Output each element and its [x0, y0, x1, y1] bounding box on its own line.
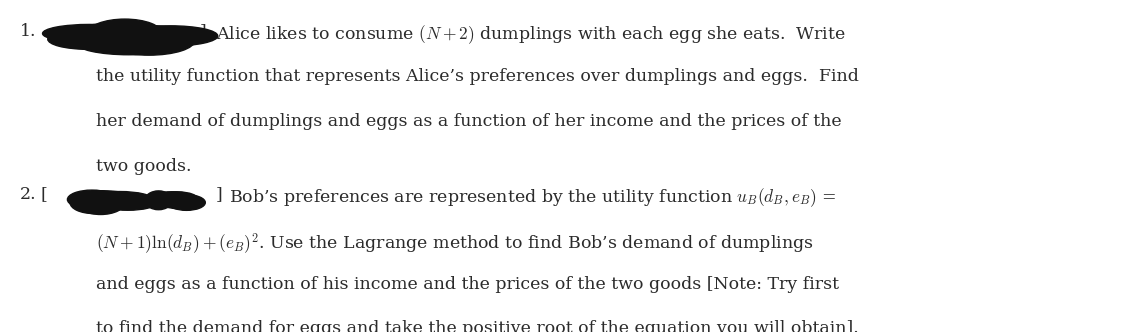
Ellipse shape — [167, 195, 206, 210]
Text: and eggs as a function of his income and the prices of the two goods [Note: Try : and eggs as a function of his income and… — [96, 276, 839, 292]
Text: 1.: 1. — [20, 23, 37, 40]
Text: Alice likes to consume $(N + 2)$ dumplings with each egg she eats.  Write: Alice likes to consume $(N + 2)$ dumplin… — [216, 23, 845, 46]
Ellipse shape — [73, 191, 136, 206]
Text: ]: ] — [216, 186, 223, 203]
Text: ]: ] — [200, 23, 207, 40]
Ellipse shape — [43, 25, 136, 42]
Text: Bob’s preferences are represented by the utility function $u_B(d_B, e_B)$ =: Bob’s preferences are represented by the… — [229, 186, 836, 208]
Text: $(N+1)\ln(d_B) + (e_B)^2$. Use the Lagrange method to find Bob’s demand of dumpl: $(N+1)\ln(d_B) + (e_B)^2$. Use the Lagra… — [96, 231, 813, 256]
Ellipse shape — [146, 193, 178, 205]
Ellipse shape — [145, 191, 172, 210]
Text: the utility function that represents Alice’s preferences over dumplings and eggs: the utility function that represents Ali… — [96, 68, 859, 85]
Ellipse shape — [123, 26, 218, 46]
Text: to find the demand for eggs and take the positive root of the equation you will : to find the demand for eggs and take the… — [96, 320, 859, 332]
Ellipse shape — [49, 28, 160, 50]
Ellipse shape — [87, 192, 153, 208]
Ellipse shape — [103, 26, 194, 55]
Ellipse shape — [88, 19, 162, 48]
Text: two goods.: two goods. — [96, 158, 191, 175]
Ellipse shape — [70, 192, 117, 213]
Text: 2.: 2. — [20, 186, 37, 203]
Ellipse shape — [149, 192, 194, 206]
Ellipse shape — [65, 24, 147, 46]
Text: [: [ — [40, 186, 47, 203]
Ellipse shape — [156, 192, 199, 208]
Ellipse shape — [47, 29, 126, 49]
Ellipse shape — [100, 196, 156, 210]
Text: her demand of dumplings and eggs as a function of her income and the prices of t: her demand of dumplings and eggs as a fu… — [96, 113, 841, 130]
Ellipse shape — [76, 31, 181, 55]
Ellipse shape — [76, 191, 125, 214]
Ellipse shape — [67, 190, 117, 209]
